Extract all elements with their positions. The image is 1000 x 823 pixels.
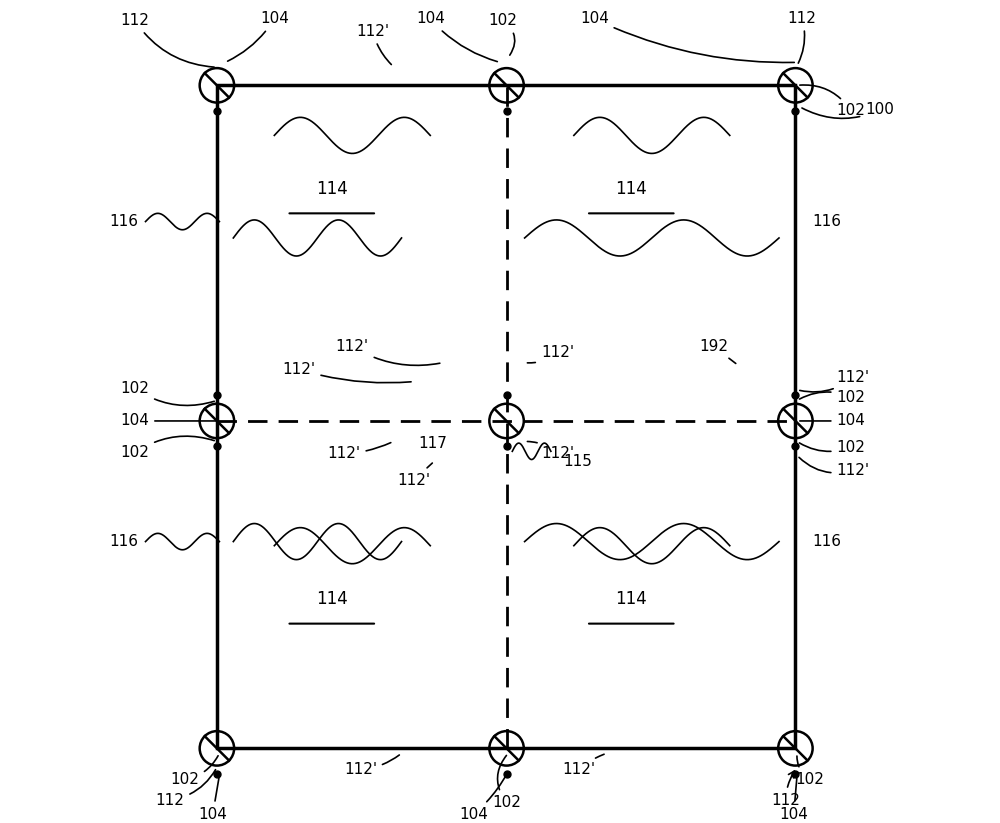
Text: 112': 112': [344, 755, 399, 777]
Text: 114: 114: [615, 590, 647, 608]
Text: 112: 112: [156, 770, 216, 807]
Text: 102: 102: [120, 436, 214, 460]
Text: 112': 112': [527, 441, 574, 461]
Text: 104: 104: [198, 779, 227, 821]
Text: 102: 102: [492, 756, 521, 810]
Text: 112': 112': [356, 24, 391, 64]
Bar: [217, 86, 795, 748]
Text: 115: 115: [564, 453, 592, 468]
Text: 116: 116: [812, 534, 841, 549]
Text: 112': 112': [799, 458, 870, 477]
Text: 116: 116: [812, 214, 841, 229]
Text: 102: 102: [800, 85, 865, 119]
Text: 104: 104: [800, 413, 865, 429]
Text: 116: 116: [110, 214, 139, 229]
Text: 112': 112': [562, 754, 604, 777]
Text: 114: 114: [316, 590, 348, 608]
Text: 112': 112': [282, 362, 411, 383]
Text: 192: 192: [699, 339, 736, 364]
Text: 112': 112': [336, 339, 440, 365]
Text: 104: 104: [459, 774, 507, 821]
Text: 102: 102: [488, 13, 517, 55]
Text: 112': 112': [800, 370, 870, 392]
Text: 114: 114: [615, 179, 647, 198]
Text: 104: 104: [228, 12, 289, 61]
Text: 116: 116: [110, 534, 139, 549]
Text: 102: 102: [796, 756, 825, 787]
Text: 104: 104: [416, 12, 497, 62]
Text: 112: 112: [771, 771, 800, 807]
Text: 117: 117: [418, 435, 447, 451]
Text: 112': 112': [527, 346, 574, 363]
Text: 102: 102: [799, 439, 865, 455]
Text: 112: 112: [788, 11, 816, 63]
Text: 102: 102: [799, 389, 865, 405]
Text: 114: 114: [316, 179, 348, 198]
Text: 100: 100: [802, 102, 894, 119]
Text: 112': 112': [397, 463, 432, 487]
Text: 104: 104: [779, 779, 808, 821]
Text: 104: 104: [580, 12, 794, 63]
Text: 104: 104: [120, 413, 216, 429]
Text: 112: 112: [120, 13, 214, 67]
Text: 112': 112': [328, 443, 391, 461]
Text: 102: 102: [120, 380, 214, 406]
Text: 102: 102: [170, 756, 218, 787]
